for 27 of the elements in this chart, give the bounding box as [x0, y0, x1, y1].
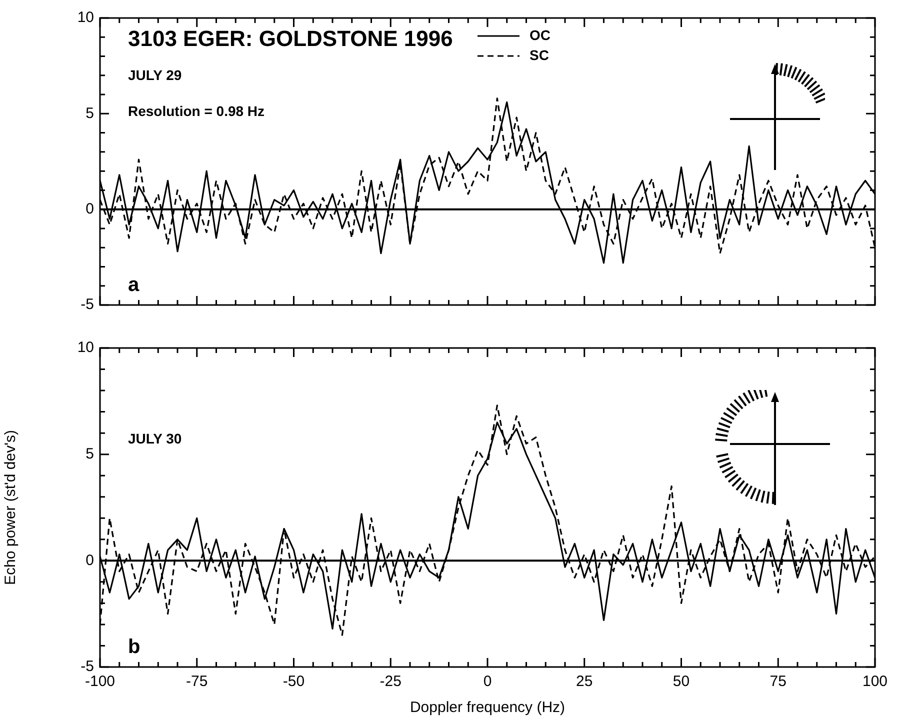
x-tick-label: -25	[380, 673, 402, 690]
x-tick-label: -75	[186, 673, 208, 690]
x-tick-label: -100	[84, 673, 116, 690]
x-tick-label: 75	[770, 673, 786, 690]
y-tick-label: 5	[86, 104, 94, 122]
x-tick-label: 0	[483, 673, 492, 690]
x-axis-title: Doppler frequency (Hz)	[410, 699, 566, 716]
legend-label: OC	[530, 26, 550, 43]
y-axis-title: Echo power (st'd dev's)	[2, 430, 20, 585]
chart-title: 3103 EGER: GOLDSTONE 1996	[128, 26, 453, 51]
y-tick-label: 10	[77, 339, 94, 356]
y-tick-label: 0	[86, 200, 94, 218]
y-tick-label: 10	[77, 9, 94, 26]
y-tick-label: -5	[80, 296, 94, 314]
annotation: b	[128, 636, 140, 658]
annotation: JULY 30	[128, 430, 182, 447]
x-tick-label: 100	[862, 673, 888, 690]
y-tick-label: 0	[86, 552, 94, 569]
y-tick-label: -5	[80, 658, 94, 676]
x-tick-label: 50	[672, 673, 690, 690]
x-tick-label: 25	[576, 673, 593, 690]
annotation: Resolution = 0.98 Hz	[128, 103, 265, 119]
legend-label: SC	[530, 46, 549, 63]
annotation: a	[128, 274, 140, 296]
y-tick-label: 5	[86, 445, 94, 462]
x-tick-label: -50	[282, 673, 305, 690]
annotation: JULY 29	[128, 67, 182, 83]
